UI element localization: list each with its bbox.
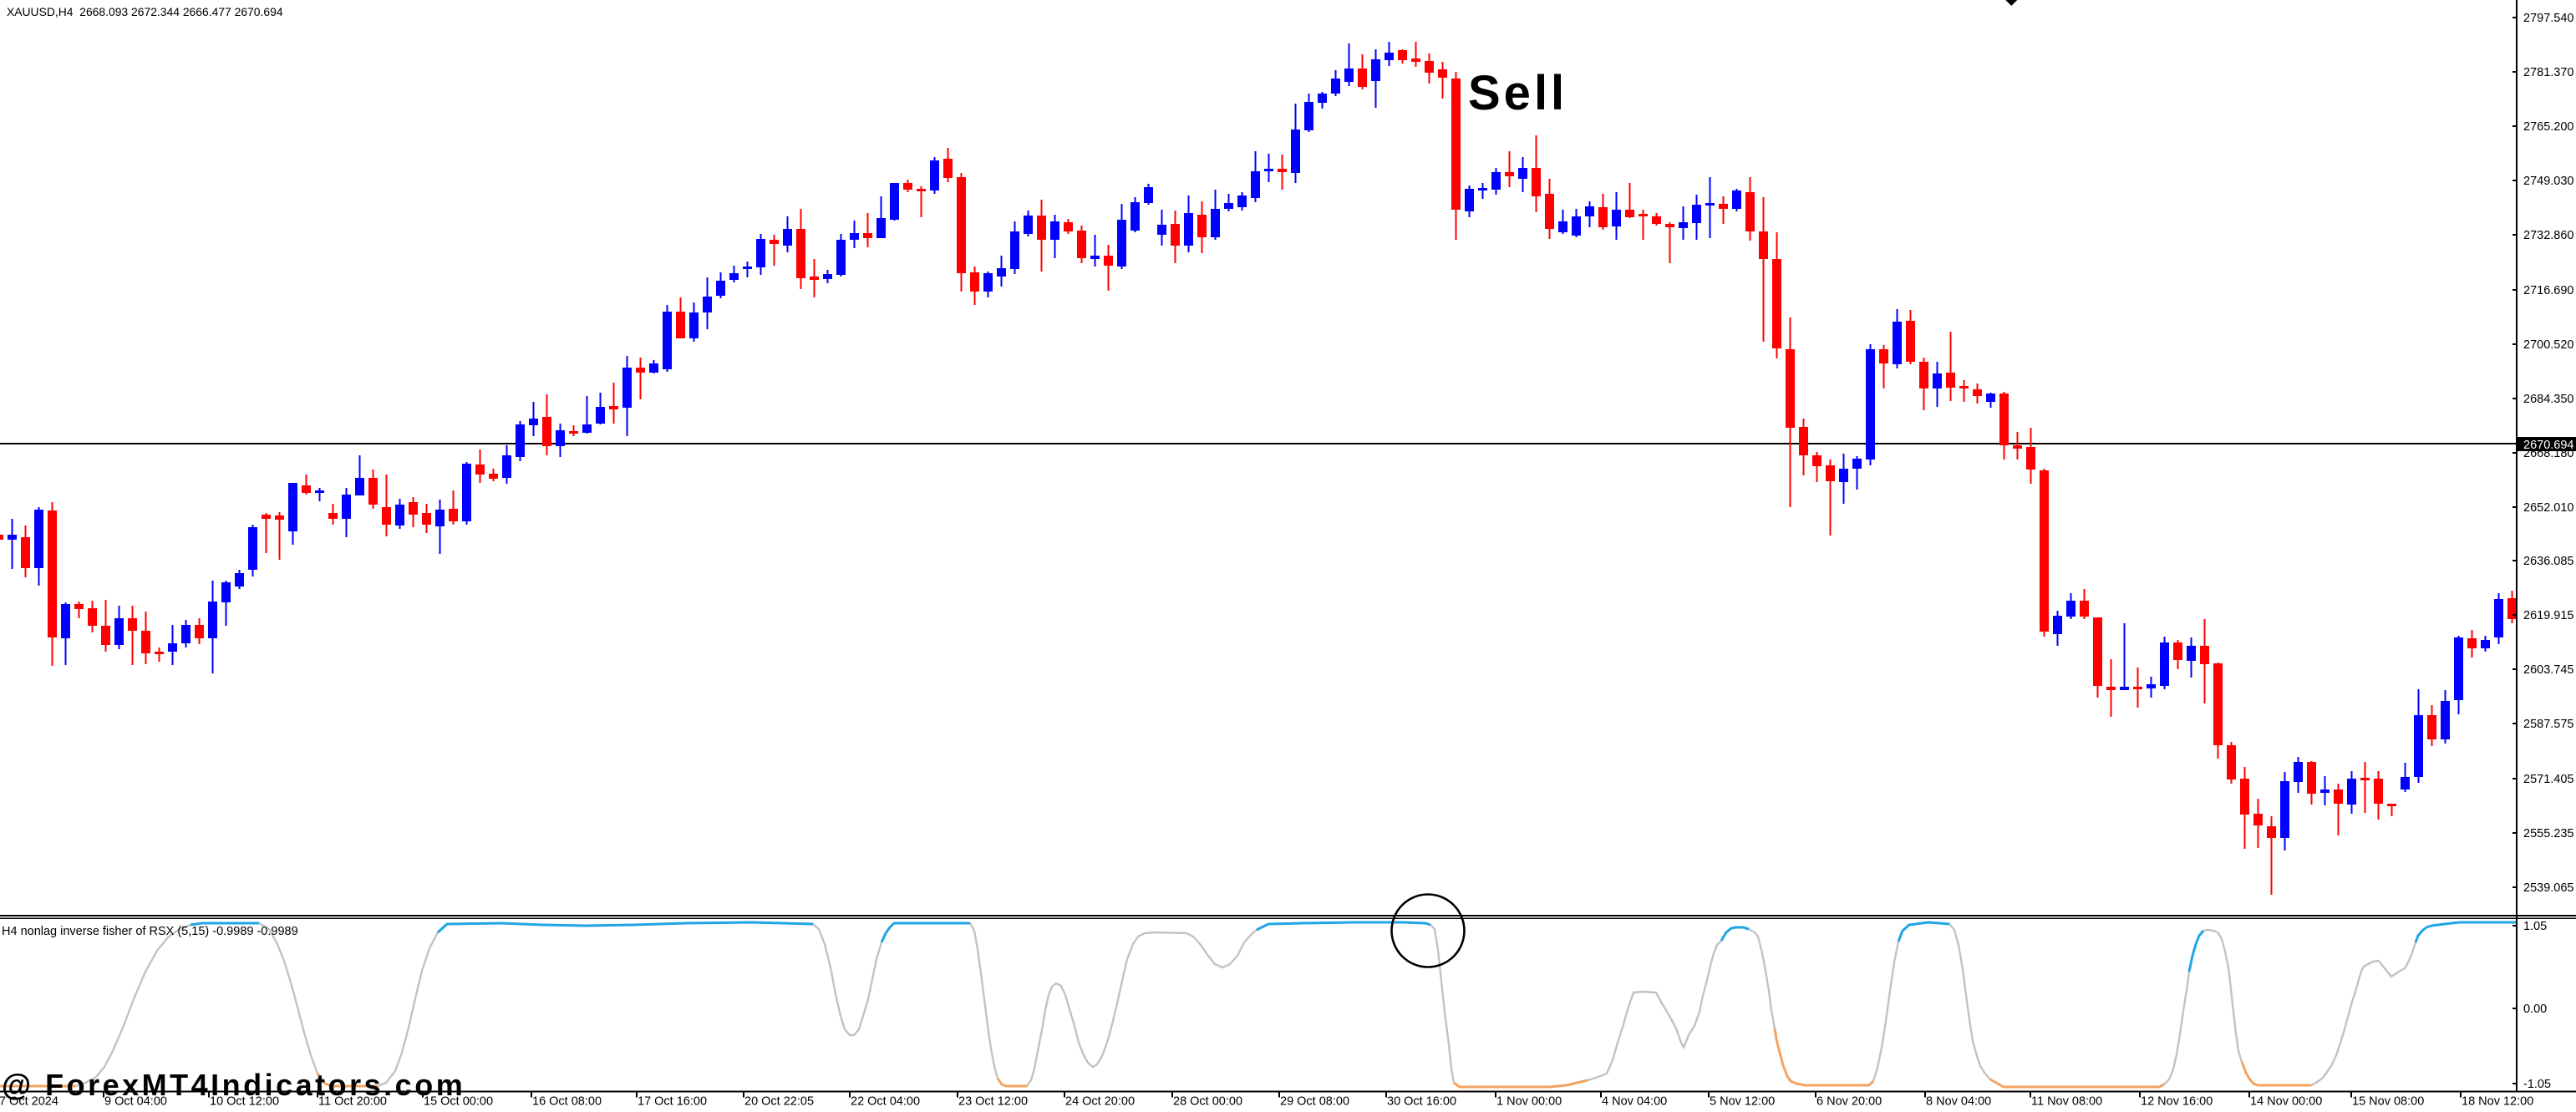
svg-text:16 Oct 08:00: 16 Oct 08:00 [532, 1095, 602, 1109]
svg-text:2555.235: 2555.235 [2523, 827, 2573, 840]
svg-text:2797.540: 2797.540 [2523, 12, 2573, 25]
svg-text:2732.860: 2732.860 [2523, 229, 2573, 242]
svg-text:17 Oct 16:00: 17 Oct 16:00 [638, 1095, 707, 1109]
svg-text:2716.690: 2716.690 [2523, 284, 2573, 297]
svg-text:4 Nov 04:00: 4 Nov 04:00 [1602, 1095, 1667, 1109]
svg-text:2765.200: 2765.200 [2523, 120, 2573, 134]
svg-text:1.05: 1.05 [2523, 920, 2547, 933]
svg-text:9 Oct 04:00: 9 Oct 04:00 [104, 1095, 167, 1109]
svg-text:29 Oct 08:00: 29 Oct 08:00 [1280, 1095, 1349, 1109]
svg-text:2700.520: 2700.520 [2523, 338, 2573, 352]
svg-text:5 Nov 12:00: 5 Nov 12:00 [1710, 1095, 1775, 1109]
svg-text:2670.694: 2670.694 [2523, 439, 2573, 452]
svg-text:-1.05: -1.05 [2523, 1078, 2551, 1091]
svg-text:14 Nov 00:00: 14 Nov 00:00 [2250, 1095, 2322, 1109]
svg-text:15 Nov 08:00: 15 Nov 08:00 [2352, 1095, 2424, 1109]
svg-text:H4 nonlag inverse fisher of RS: H4 nonlag inverse fisher of RSX (5,15) -… [2, 925, 298, 938]
svg-text:24 Oct 20:00: 24 Oct 20:00 [1065, 1095, 1135, 1109]
svg-text:2636.085: 2636.085 [2523, 555, 2573, 568]
svg-text:7 Oct 2024: 7 Oct 2024 [0, 1095, 58, 1109]
svg-text:20 Oct 22:05: 20 Oct 22:05 [744, 1095, 814, 1109]
svg-text:6 Nov 20:00: 6 Nov 20:00 [1816, 1095, 1882, 1109]
svg-text:2749.030: 2749.030 [2523, 175, 2573, 188]
svg-text:2571.405: 2571.405 [2523, 773, 2573, 786]
svg-text:2603.745: 2603.745 [2523, 663, 2573, 677]
svg-text:@ ForexMT4Indicators.com: @ ForexMT4Indicators.com [2, 1068, 465, 1102]
svg-text:8 Nov 04:00: 8 Nov 04:00 [1926, 1095, 1991, 1109]
svg-text:2539.065: 2539.065 [2523, 881, 2573, 895]
svg-text:2781.370: 2781.370 [2523, 66, 2573, 79]
svg-text:11 Oct 20:00: 11 Oct 20:00 [318, 1095, 387, 1109]
svg-text:28 Oct 00:00: 28 Oct 00:00 [1173, 1095, 1242, 1109]
svg-text:30 Oct 16:00: 30 Oct 16:00 [1387, 1095, 1456, 1109]
svg-text:22 Oct 04:00: 22 Oct 04:00 [851, 1095, 920, 1109]
svg-text:0.00: 0.00 [2523, 1003, 2547, 1016]
svg-text:23 Oct 12:00: 23 Oct 12:00 [958, 1095, 1028, 1109]
svg-text:18 Nov 12:00: 18 Nov 12:00 [2462, 1095, 2533, 1109]
svg-text:2619.915: 2619.915 [2523, 609, 2573, 622]
svg-text:Sell: Sell [1468, 66, 1567, 120]
svg-text:12 Nov 16:00: 12 Nov 16:00 [2141, 1095, 2213, 1109]
svg-text:2684.350: 2684.350 [2523, 393, 2573, 406]
svg-text:2587.575: 2587.575 [2523, 718, 2573, 731]
svg-text:XAUUSD,H4 2668.093 2672.344 2: XAUUSD,H4 2668.093 2672.344 2666.477 267… [7, 5, 283, 18]
svg-text:11 Nov 08:00: 11 Nov 08:00 [2031, 1095, 2102, 1109]
svg-text:1 Nov 00:00: 1 Nov 00:00 [1496, 1095, 1562, 1109]
svg-text:2652.010: 2652.010 [2523, 501, 2573, 515]
svg-text:10 Oct 12:00: 10 Oct 12:00 [210, 1095, 279, 1109]
svg-text:15 Oct 00:00: 15 Oct 00:00 [424, 1095, 493, 1109]
